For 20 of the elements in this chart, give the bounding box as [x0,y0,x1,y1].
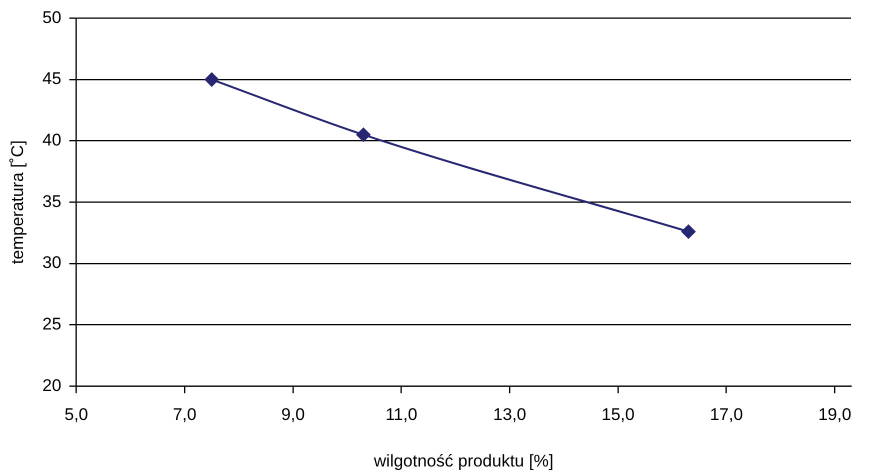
y-tick-label: 45 [42,69,62,88]
x-tick-label: 7,0 [172,405,196,424]
x-tick-label: 19,0 [818,405,852,424]
y-tick-label: 20 [42,376,62,395]
y-tick-label: 40 [42,130,62,150]
y-tick-label: 50 [42,8,62,27]
x-tick-label: 9,0 [281,405,305,424]
y-tick-label: 35 [42,192,62,211]
x-tick-label: 15,0 [602,405,635,424]
y-tick-label: 30 [42,253,62,272]
x-tick-label: 5,0 [64,405,88,424]
point [681,224,696,239]
point [356,128,370,142]
y-tick-label: 25 [42,314,62,334]
x-tick-label: 11,0 [385,405,418,424]
x-tick-label: 13,0 [493,405,526,424]
point [204,72,219,87]
x-tick-label: 17,0 [710,405,743,424]
x-axis-title: wilgotność produktu [%] [372,451,554,470]
y-axis-title: temperatura [˚C] [8,140,27,264]
